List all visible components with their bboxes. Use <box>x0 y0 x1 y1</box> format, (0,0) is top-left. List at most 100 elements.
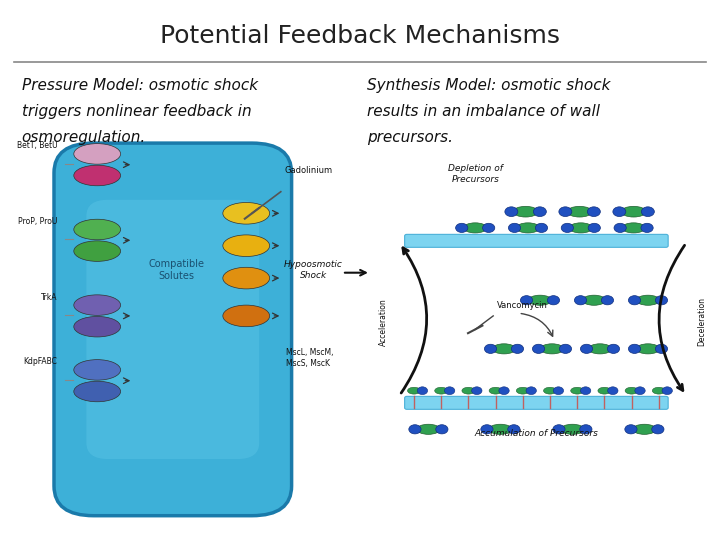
Text: Compatible
Solutes: Compatible Solutes <box>148 259 204 281</box>
Circle shape <box>662 387 672 395</box>
Ellipse shape <box>462 387 475 394</box>
Text: Depletion of
Precursors: Depletion of Precursors <box>448 164 503 184</box>
Circle shape <box>642 207 654 217</box>
Circle shape <box>472 387 482 395</box>
Circle shape <box>561 223 573 232</box>
Ellipse shape <box>73 295 121 315</box>
Ellipse shape <box>625 387 638 394</box>
Text: Gadolinium: Gadolinium <box>284 166 333 174</box>
Circle shape <box>608 345 620 353</box>
Ellipse shape <box>492 344 516 354</box>
Circle shape <box>553 424 565 434</box>
Circle shape <box>485 345 497 353</box>
Text: MscL, MscM,
MscS, MscK: MscL, MscM, MscS, MscK <box>286 348 333 368</box>
Circle shape <box>436 424 448 434</box>
Circle shape <box>482 223 495 232</box>
Text: triggers nonlinear feedback in: triggers nonlinear feedback in <box>22 104 251 119</box>
Ellipse shape <box>567 206 592 217</box>
Ellipse shape <box>73 165 121 186</box>
Text: ProP, ProU: ProP, ProU <box>18 217 58 226</box>
Circle shape <box>629 295 641 305</box>
Text: Potential Feedback Mechanisms: Potential Feedback Mechanisms <box>160 24 560 48</box>
Ellipse shape <box>528 295 552 305</box>
Circle shape <box>580 345 593 353</box>
Ellipse shape <box>570 223 593 233</box>
Ellipse shape <box>582 295 606 305</box>
Ellipse shape <box>598 387 611 394</box>
FancyBboxPatch shape <box>86 200 259 459</box>
Ellipse shape <box>561 424 584 434</box>
Ellipse shape <box>408 387 420 394</box>
Circle shape <box>641 223 653 232</box>
Circle shape <box>575 295 587 305</box>
Circle shape <box>613 207 626 217</box>
Ellipse shape <box>222 305 269 327</box>
Text: osmoregulation.: osmoregulation. <box>22 130 146 145</box>
Circle shape <box>521 295 533 305</box>
Text: precursors.: precursors. <box>367 130 453 145</box>
Circle shape <box>547 295 559 305</box>
Ellipse shape <box>73 144 121 164</box>
Circle shape <box>629 345 641 353</box>
Ellipse shape <box>636 295 660 305</box>
Circle shape <box>409 424 421 434</box>
Ellipse shape <box>73 219 121 240</box>
Ellipse shape <box>571 387 584 394</box>
Circle shape <box>553 387 564 395</box>
Text: Synthesis Model: osmotic shock: Synthesis Model: osmotic shock <box>367 78 611 93</box>
Circle shape <box>559 345 572 353</box>
Ellipse shape <box>489 424 512 434</box>
Text: Acceleration: Acceleration <box>379 298 388 346</box>
Circle shape <box>505 207 518 217</box>
Circle shape <box>532 345 544 353</box>
Circle shape <box>588 223 600 232</box>
Ellipse shape <box>417 424 440 434</box>
Circle shape <box>601 295 613 305</box>
Ellipse shape <box>621 206 646 217</box>
Text: Vancomycin: Vancomycin <box>497 301 548 309</box>
Circle shape <box>652 424 664 434</box>
Circle shape <box>580 387 591 395</box>
Text: BetT, BetU: BetT, BetU <box>17 141 58 150</box>
Circle shape <box>559 207 572 217</box>
Ellipse shape <box>489 387 502 394</box>
Ellipse shape <box>464 223 487 233</box>
Ellipse shape <box>222 267 269 289</box>
Ellipse shape <box>435 387 448 394</box>
FancyBboxPatch shape <box>405 234 668 247</box>
Circle shape <box>417 387 428 395</box>
Circle shape <box>655 345 667 353</box>
Circle shape <box>511 345 523 353</box>
Ellipse shape <box>73 381 121 402</box>
Ellipse shape <box>636 344 660 354</box>
Circle shape <box>456 223 468 232</box>
Ellipse shape <box>516 387 529 394</box>
Text: results in an imbalance of wall: results in an imbalance of wall <box>367 104 600 119</box>
Circle shape <box>481 424 493 434</box>
Ellipse shape <box>222 235 269 256</box>
Ellipse shape <box>513 206 538 217</box>
Circle shape <box>588 207 600 217</box>
Ellipse shape <box>73 360 121 380</box>
Circle shape <box>444 387 455 395</box>
Text: TrkA: TrkA <box>41 293 58 301</box>
Circle shape <box>635 387 645 395</box>
Ellipse shape <box>541 344 564 354</box>
Ellipse shape <box>73 316 121 337</box>
Circle shape <box>508 223 521 232</box>
Circle shape <box>536 223 548 232</box>
Ellipse shape <box>652 387 665 394</box>
Circle shape <box>526 387 536 395</box>
Ellipse shape <box>633 424 656 434</box>
FancyBboxPatch shape <box>54 143 292 516</box>
Ellipse shape <box>544 387 557 394</box>
Text: KdpFABC: KdpFABC <box>24 357 58 366</box>
Circle shape <box>580 424 592 434</box>
Ellipse shape <box>73 241 121 261</box>
Text: Hypoosmotic
Shock: Hypoosmotic Shock <box>284 260 343 280</box>
Ellipse shape <box>222 202 269 224</box>
Circle shape <box>608 387 618 395</box>
Circle shape <box>534 207 546 217</box>
FancyBboxPatch shape <box>405 396 668 409</box>
Circle shape <box>508 424 520 434</box>
